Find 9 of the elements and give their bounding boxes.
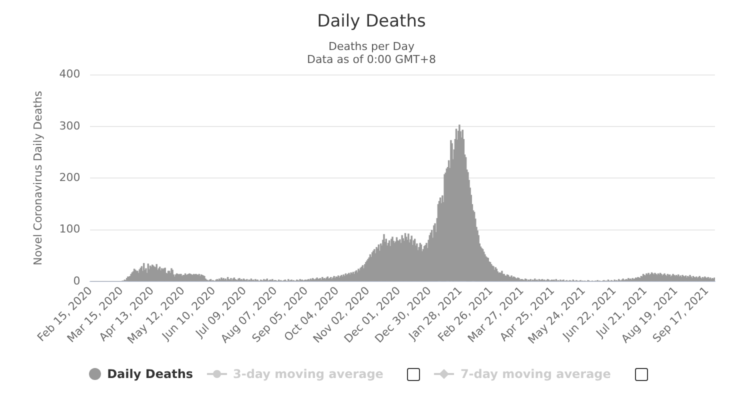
y-tick-label: 100: [59, 222, 80, 236]
chart-subtitle: Deaths per Day Data as of 0:00 GMT+8: [307, 40, 436, 66]
y-axis-title: Novel Coronavirus Daily Deaths: [31, 90, 44, 266]
legend-label: Daily Deaths: [107, 367, 193, 381]
chart-title: Daily Deaths: [317, 12, 426, 32]
y-tick-label: 300: [59, 119, 80, 132]
y-tick-label: 400: [59, 68, 80, 81]
y-tick-label: 200: [59, 170, 80, 184]
y-tick-label: 0: [73, 274, 80, 288]
